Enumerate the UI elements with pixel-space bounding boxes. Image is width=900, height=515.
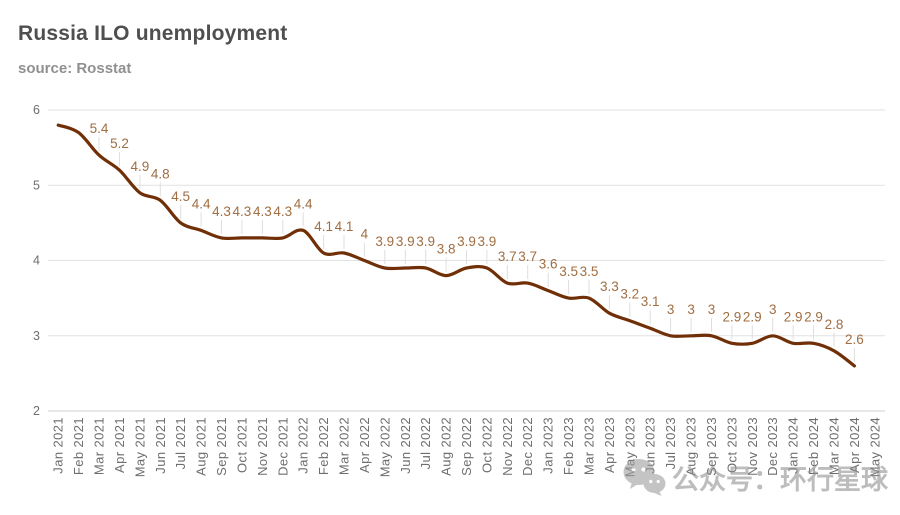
data-label: 3.7 bbox=[498, 249, 517, 264]
data-label: 4.3 bbox=[273, 204, 292, 219]
data-label: 3.5 bbox=[559, 264, 578, 279]
x-axis-label: Apr 2021 bbox=[112, 417, 127, 473]
x-axis-label: Apr 2023 bbox=[602, 417, 617, 473]
x-axis-label: Oct 2022 bbox=[479, 417, 494, 473]
x-axis-label: Nov 2023 bbox=[745, 417, 760, 476]
data-label: 3.1 bbox=[641, 294, 660, 309]
x-axis-label: May 2022 bbox=[377, 417, 392, 477]
x-axis-label: May 2021 bbox=[132, 417, 147, 477]
data-label: 3 bbox=[667, 302, 675, 317]
x-axis-label: Dec 2023 bbox=[765, 417, 780, 476]
data-label: 4.1 bbox=[314, 219, 333, 234]
x-axis-label: Aug 2021 bbox=[194, 417, 209, 476]
x-axis-label: Feb 2024 bbox=[806, 417, 821, 475]
data-label: 2.9 bbox=[784, 309, 803, 324]
chart-title: Russia ILO unemployment bbox=[18, 22, 288, 45]
x-axis-label: Mar 2021 bbox=[92, 417, 107, 475]
data-label: 4.3 bbox=[233, 204, 252, 219]
data-label: 4.5 bbox=[171, 189, 190, 204]
data-label: 3.9 bbox=[478, 234, 497, 249]
data-label: 3.9 bbox=[396, 234, 415, 249]
x-axis-label: Nov 2021 bbox=[255, 417, 270, 476]
data-label: 4.9 bbox=[131, 159, 150, 174]
data-label: 4.4 bbox=[192, 196, 211, 211]
y-axis-label: 3 bbox=[33, 329, 40, 343]
data-label: 2.9 bbox=[723, 309, 742, 324]
x-axis-label: Jun 2021 bbox=[153, 417, 168, 474]
x-axis-label: Jan 2021 bbox=[51, 417, 66, 474]
x-axis-label: May 2024 bbox=[867, 417, 882, 477]
x-axis-label: Mar 2024 bbox=[827, 417, 842, 475]
x-axis-label: Sep 2021 bbox=[214, 417, 229, 476]
data-label: 2.9 bbox=[743, 309, 762, 324]
x-axis-label: Oct 2023 bbox=[724, 417, 739, 473]
x-axis-label: Apr 2024 bbox=[847, 417, 862, 473]
x-axis-label: Jan 2024 bbox=[786, 417, 801, 474]
data-label: 3.7 bbox=[518, 249, 537, 264]
x-axis-label: Jun 2022 bbox=[398, 417, 413, 474]
x-axis-label: Feb 2021 bbox=[71, 417, 86, 475]
x-axis-label: Sep 2022 bbox=[459, 417, 474, 476]
data-label: 4.1 bbox=[335, 219, 354, 234]
x-axis-label: Nov 2022 bbox=[500, 417, 515, 476]
data-label: 3.3 bbox=[600, 279, 619, 294]
x-axis-label: Aug 2023 bbox=[684, 417, 699, 476]
x-axis-label: Oct 2021 bbox=[234, 417, 249, 473]
data-label: 4.8 bbox=[151, 166, 170, 181]
data-label: 4.4 bbox=[294, 196, 313, 211]
data-label: 3.2 bbox=[620, 287, 639, 302]
x-axis-label: Mar 2023 bbox=[582, 417, 597, 475]
x-axis-label: Apr 2022 bbox=[357, 417, 372, 473]
x-axis-label: Jul 2023 bbox=[663, 417, 678, 469]
data-label: 3.6 bbox=[539, 257, 558, 272]
data-label: 3 bbox=[687, 302, 695, 317]
y-axis-label: 5 bbox=[33, 178, 40, 192]
x-axis-label: Jul 2021 bbox=[173, 417, 188, 469]
data-label: 4 bbox=[361, 227, 369, 242]
data-label: 3.9 bbox=[457, 234, 476, 249]
x-axis-label: Jan 2023 bbox=[541, 417, 556, 474]
data-label: 4.3 bbox=[212, 204, 231, 219]
chart-subtitle: source: Rosstat bbox=[18, 60, 132, 77]
data-label: 3.8 bbox=[437, 242, 456, 257]
data-label: 4.3 bbox=[253, 204, 272, 219]
y-axis-label: 4 bbox=[33, 254, 40, 268]
data-label: 2.8 bbox=[825, 317, 844, 332]
x-axis-label: Feb 2022 bbox=[316, 417, 331, 475]
data-label: 2.9 bbox=[804, 309, 823, 324]
data-label: 3 bbox=[769, 302, 777, 317]
data-label: 3.5 bbox=[580, 264, 599, 279]
y-axis-label: 6 bbox=[33, 103, 40, 117]
data-label: 3.9 bbox=[375, 234, 394, 249]
x-axis-label: Jun 2023 bbox=[643, 417, 658, 474]
data-label: 2.6 bbox=[845, 332, 864, 347]
x-axis-label: Jul 2022 bbox=[418, 417, 433, 469]
x-axis-label: Feb 2023 bbox=[561, 417, 576, 475]
x-axis-label: May 2023 bbox=[622, 417, 637, 477]
x-axis-label: Sep 2023 bbox=[704, 417, 719, 476]
data-label: 5.2 bbox=[110, 136, 129, 151]
y-axis-label: 2 bbox=[33, 404, 40, 418]
data-label: 3.9 bbox=[416, 234, 435, 249]
x-axis-label: Dec 2022 bbox=[520, 417, 535, 476]
x-axis-label: Aug 2022 bbox=[439, 417, 454, 476]
data-label: 3 bbox=[708, 302, 716, 317]
series-line bbox=[56, 123, 856, 368]
x-axis-label: Mar 2022 bbox=[337, 417, 352, 475]
x-axis-label: Jan 2022 bbox=[296, 417, 311, 474]
x-axis-label: Dec 2021 bbox=[275, 417, 290, 476]
data-label: 5.4 bbox=[90, 121, 109, 136]
